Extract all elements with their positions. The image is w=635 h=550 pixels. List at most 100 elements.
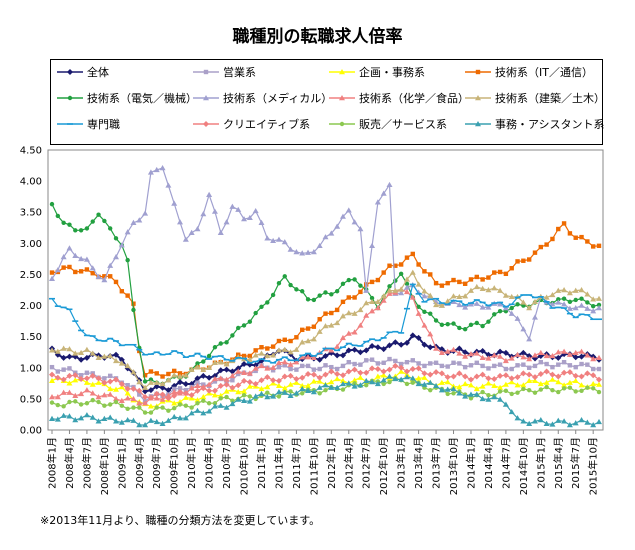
- data-point: [229, 368, 236, 375]
- data-point: [217, 375, 224, 381]
- data-point: [491, 285, 498, 291]
- data-point: [189, 405, 194, 410]
- data-point: [596, 302, 602, 308]
- data-point: [142, 210, 149, 216]
- data-point: [456, 293, 463, 300]
- data-point: [230, 378, 235, 383]
- data-point: [572, 349, 579, 356]
- legend-item: 技術系（建築／土木）: [465, 90, 605, 106]
- data-point: [561, 296, 567, 301]
- data-point: [497, 396, 504, 402]
- data-point: [241, 323, 247, 328]
- data-point: [537, 417, 544, 423]
- data-point: [177, 219, 184, 225]
- data-point: [60, 254, 67, 260]
- data-point: [398, 361, 404, 367]
- data-point: [467, 376, 474, 383]
- data-point: [166, 371, 171, 377]
- data-point: [561, 359, 567, 365]
- data-point: [339, 352, 346, 359]
- data-point: [203, 121, 209, 127]
- legend-swatch: [329, 95, 355, 101]
- data-point: [428, 361, 433, 366]
- data-point: [130, 385, 137, 392]
- data-point: [369, 279, 375, 285]
- data-point: [444, 348, 451, 354]
- data-point: [78, 373, 84, 378]
- data-point: [264, 235, 271, 241]
- legend-swatch: [193, 95, 219, 101]
- data-point: [159, 380, 166, 387]
- data-point: [72, 350, 79, 356]
- data-point: [287, 349, 294, 355]
- data-point: [305, 363, 311, 369]
- data-point: [351, 366, 358, 373]
- data-point: [427, 344, 434, 351]
- data-point: [596, 376, 602, 383]
- data-point: [130, 395, 137, 402]
- x-tick-label: 2012年4月: [342, 437, 355, 489]
- data-point: [107, 262, 114, 268]
- data-point: [485, 304, 492, 310]
- data-point: [555, 354, 562, 361]
- data-point: [147, 379, 154, 385]
- data-point: [572, 377, 579, 384]
- data-point: [502, 292, 509, 298]
- data-point: [188, 392, 195, 399]
- data-point: [374, 298, 381, 305]
- data-point: [410, 380, 415, 385]
- data-point: [211, 392, 218, 398]
- legend-swatch: [57, 95, 83, 101]
- data-point: [212, 345, 218, 350]
- data-point: [154, 371, 159, 376]
- data-point: [450, 293, 457, 299]
- data-point: [473, 283, 480, 290]
- data-point: [473, 350, 480, 356]
- data-point: [224, 394, 229, 400]
- data-point: [428, 387, 433, 393]
- data-point: [514, 374, 521, 381]
- data-point: [276, 280, 282, 286]
- data-point: [584, 305, 591, 311]
- data-point: [311, 297, 317, 303]
- data-point: [212, 379, 218, 384]
- data-point: [566, 422, 573, 428]
- data-point: [340, 363, 346, 369]
- data-point: [369, 298, 376, 305]
- data-point: [475, 69, 481, 75]
- data-point: [421, 374, 428, 380]
- data-point: [403, 276, 410, 282]
- data-point: [416, 304, 421, 309]
- data-point: [358, 283, 363, 288]
- data-point: [236, 325, 241, 331]
- data-point: [194, 226, 201, 232]
- data-point: [282, 274, 287, 279]
- data-point: [497, 348, 504, 355]
- legend-item: 企画・事務系: [329, 64, 425, 80]
- data-point: [102, 376, 107, 381]
- data-point: [125, 406, 130, 412]
- data-point: [147, 403, 154, 409]
- series-8: [49, 282, 602, 364]
- data-point: [49, 400, 55, 405]
- data-point: [555, 349, 562, 355]
- data-point: [334, 289, 340, 294]
- data-point: [467, 391, 474, 397]
- data-point: [246, 370, 253, 376]
- data-point: [339, 95, 345, 101]
- data-point: [223, 361, 230, 367]
- data-point: [514, 315, 521, 321]
- data-point: [526, 377, 533, 384]
- data-point: [566, 379, 573, 385]
- data-point: [357, 374, 364, 380]
- data-point: [200, 410, 207, 416]
- data-point: [590, 366, 596, 372]
- data-point: [217, 402, 224, 408]
- data-point: [492, 312, 497, 317]
- data-point: [287, 246, 294, 252]
- data-point: [107, 373, 113, 379]
- data-point: [131, 301, 136, 306]
- data-point: [322, 382, 329, 388]
- data-point: [363, 300, 370, 306]
- data-point: [124, 390, 131, 396]
